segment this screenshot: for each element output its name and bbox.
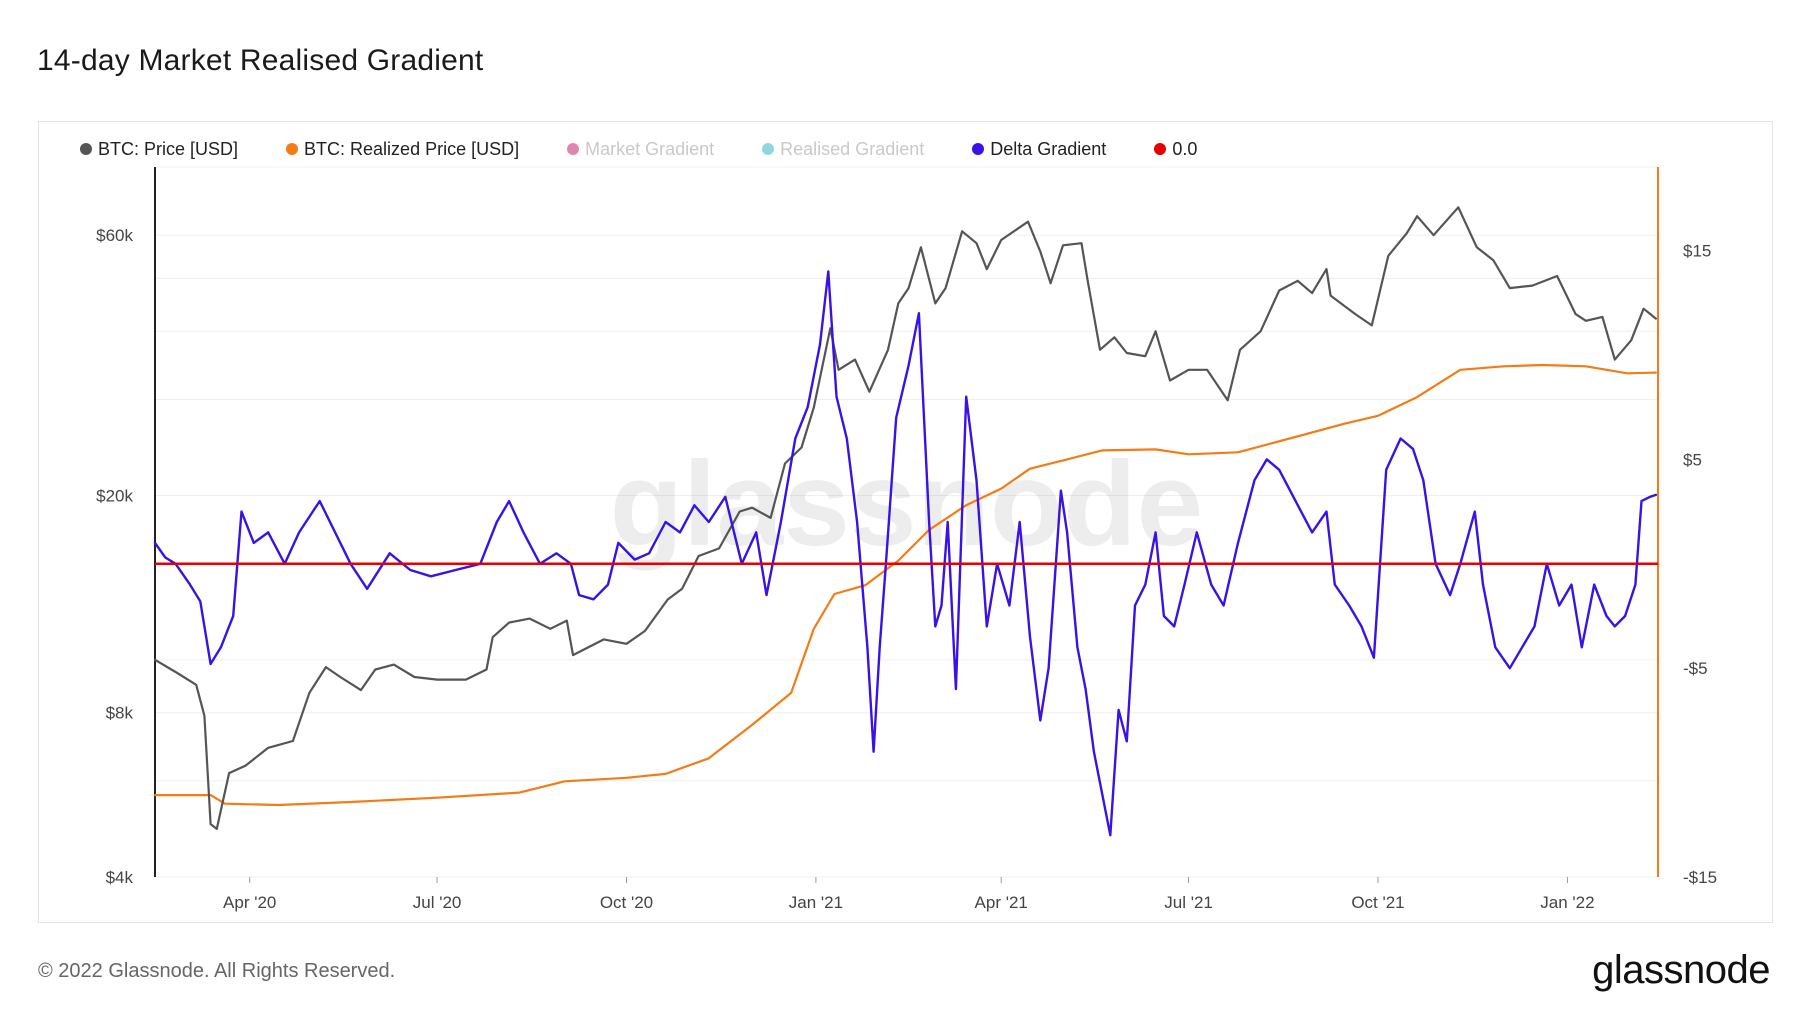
brand-logo: glassnode bbox=[1592, 948, 1770, 992]
y-right-tick-label: -$5 bbox=[1683, 659, 1708, 678]
y-right-tick-label: $15 bbox=[1683, 242, 1711, 261]
y-left-tick-label: $8k bbox=[106, 704, 134, 723]
legend-label: BTC: Price [USD] bbox=[98, 138, 239, 159]
legend-item-realised-gradient[interactable]: Realised Gradient bbox=[762, 139, 924, 160]
legend-label: BTC: Realized Price [USD] bbox=[304, 138, 520, 159]
legend-item-delta-gradient[interactable]: Delta Gradient bbox=[972, 139, 1106, 160]
y-left-tick-label: $4k bbox=[106, 868, 134, 887]
legend-marker-icon bbox=[80, 143, 92, 155]
x-tick-label: Jan '21 bbox=[789, 893, 843, 912]
chart-card bbox=[38, 121, 1773, 923]
x-tick-label: Jan '22 bbox=[1540, 893, 1594, 912]
y-right-tick-label: $5 bbox=[1683, 450, 1702, 469]
legend-item-market-gradient[interactable]: Market Gradient bbox=[567, 139, 714, 160]
delta-gradient-series-line bbox=[153, 270, 1658, 837]
legend-marker-icon bbox=[972, 143, 985, 155]
x-tick-label: Apr '21 bbox=[975, 893, 1028, 912]
legend-marker-icon bbox=[762, 143, 775, 155]
y-left-tick-label: $20k bbox=[96, 487, 133, 506]
chart-legend: BTC: Price [USD] BTC: Realized Price [US… bbox=[80, 137, 1245, 161]
x-tick-label: Oct '20 bbox=[600, 893, 653, 912]
copyright-footer: © 2022 Glassnode. All Rights Reserved. bbox=[38, 960, 396, 982]
y-right-tick-label: -$15 bbox=[1683, 868, 1717, 887]
legend-label: 0.0 bbox=[1172, 138, 1198, 159]
realized-price-series-line bbox=[153, 363, 1657, 807]
legend-marker-icon bbox=[286, 143, 299, 155]
x-tick-label: Apr '20 bbox=[223, 893, 276, 912]
x-tick-label: Oct '21 bbox=[1351, 893, 1404, 912]
x-tick-label: Jul '20 bbox=[413, 893, 462, 912]
legend-marker-icon bbox=[1154, 143, 1167, 155]
x-tick-label: Jul '21 bbox=[1164, 893, 1213, 912]
legend-item-price[interactable]: BTC: Price [USD] bbox=[80, 139, 238, 160]
price-series-line bbox=[153, 206, 1657, 830]
legend-item-zero-line[interactable]: 0.0 bbox=[1154, 139, 1197, 160]
legend-label: Delta Gradient bbox=[990, 138, 1107, 159]
y-left-tick-label: $60k bbox=[96, 226, 133, 245]
legend-label: Realised Gradient bbox=[780, 138, 925, 159]
legend-marker-icon bbox=[567, 143, 580, 155]
legend-label: Market Gradient bbox=[585, 138, 715, 159]
legend-item-realized-price[interactable]: BTC: Realized Price [USD] bbox=[286, 139, 519, 160]
chart-title: 14-day Market Realised Gradient bbox=[37, 44, 484, 77]
watermark-text: glassnode bbox=[610, 437, 1204, 571]
